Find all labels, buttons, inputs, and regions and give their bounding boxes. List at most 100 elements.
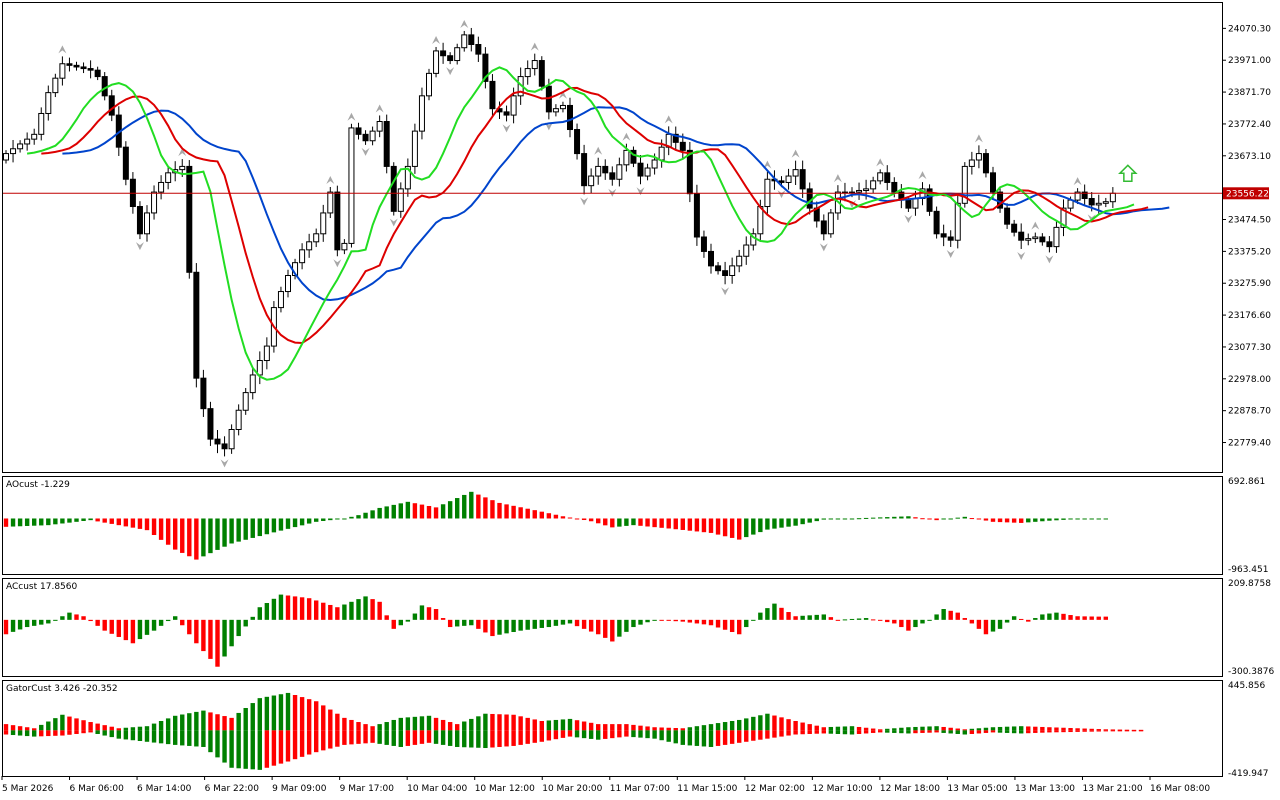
histogram-bar (137, 619, 143, 640)
candle (235, 404, 242, 436)
histogram-bar (892, 730, 897, 733)
histogram-bar (88, 722, 93, 731)
histogram-bar (856, 726, 862, 731)
candle (193, 263, 200, 388)
histogram-bar (786, 518, 791, 527)
histogram-bar (462, 619, 467, 626)
histogram-bar (553, 719, 559, 731)
gator-axis-max: 445.856 (1228, 681, 1265, 691)
histogram-bar (215, 730, 220, 758)
histogram-bar (123, 619, 129, 641)
histogram-bar (729, 518, 735, 538)
histogram-bar (398, 619, 403, 626)
candle (348, 123, 355, 248)
price-tick-label: 23971.00 (1228, 56, 1271, 66)
candle (503, 105, 510, 122)
histogram-bar (328, 604, 333, 620)
histogram-bar (906, 516, 911, 519)
histogram-bar (433, 730, 439, 744)
histogram-bar (497, 502, 502, 519)
time-tick-label: 10 Mar 20:00 (542, 784, 602, 794)
histogram-bar (729, 720, 735, 731)
ac-axis-max: 209.8758 (1228, 579, 1271, 589)
histogram-bar (610, 730, 615, 739)
histogram-bar (433, 609, 439, 620)
histogram-bar (229, 717, 234, 731)
histogram-bar (821, 518, 826, 520)
histogram-bar (694, 726, 700, 731)
candle (574, 123, 581, 160)
histogram-bar (1054, 730, 1059, 733)
histogram-bar (278, 518, 284, 531)
histogram-bar (483, 497, 488, 519)
histogram-bar (1124, 729, 1130, 731)
candle (320, 204, 327, 242)
histogram-bar (751, 518, 756, 535)
histogram-bar (483, 713, 488, 731)
histogram-bar (130, 518, 136, 528)
histogram-bar (469, 730, 474, 748)
histogram-bar (116, 728, 121, 731)
price-tick-label: 23772.40 (1228, 120, 1271, 130)
histogram-bar (455, 498, 460, 519)
candle (588, 168, 595, 194)
histogram-bar (194, 730, 199, 747)
histogram-bar (807, 730, 812, 734)
histogram-bar (631, 724, 636, 731)
histogram-bar (222, 518, 227, 547)
candle (285, 269, 291, 298)
histogram-bar (1026, 726, 1031, 731)
histogram-bar (278, 694, 284, 731)
histogram-bar (666, 730, 671, 742)
histogram-bar (892, 516, 897, 519)
histogram-bar (744, 518, 749, 538)
time-tick-label: 10 Mar 04:00 (407, 784, 467, 794)
histogram-bar (109, 619, 114, 634)
histogram-bar (885, 619, 890, 623)
histogram-bar (102, 518, 107, 523)
candle (249, 368, 256, 400)
histogram-bar (1138, 729, 1144, 731)
histogram-bar (243, 730, 248, 769)
histogram-bar (814, 725, 819, 731)
histogram-bar (624, 518, 629, 526)
histogram-bar (1047, 727, 1052, 731)
histogram-bar (849, 726, 855, 731)
histogram-bar (1068, 728, 1073, 731)
histogram-bar (53, 518, 58, 525)
histogram-bar (151, 518, 157, 536)
fractal-down-icon (608, 188, 617, 197)
histogram-bar (659, 619, 664, 621)
histogram-bar (990, 518, 996, 522)
candle (418, 87, 425, 140)
histogram-bar (997, 726, 1003, 731)
main-panel-frame (2, 2, 1223, 473)
histogram-bar (694, 730, 700, 746)
histogram-bar (511, 714, 516, 731)
histogram-bar (701, 619, 707, 625)
histogram-bar (997, 518, 1003, 523)
histogram-bar (455, 619, 460, 627)
histogram-bar (680, 730, 685, 745)
time-tick-label: 6 Mar 14:00 (137, 784, 192, 794)
histogram-bar (109, 518, 114, 524)
candle (1018, 223, 1025, 249)
candle (334, 185, 341, 257)
histogram-bar (673, 619, 678, 622)
histogram-bar (715, 518, 721, 535)
candle (158, 175, 165, 200)
histogram-bar (10, 619, 16, 632)
histogram-bar (793, 616, 798, 620)
histogram-bar (419, 504, 425, 519)
histogram-bar (342, 604, 347, 620)
histogram-bar (447, 619, 453, 628)
candle (898, 184, 905, 209)
histogram-bar (1019, 726, 1024, 731)
histogram-bar (1011, 518, 1017, 523)
histogram-bar (377, 730, 382, 744)
histogram-bar (3, 730, 9, 735)
histogram-bar (617, 518, 622, 527)
histogram-bar (927, 726, 932, 731)
histogram-bar (899, 619, 904, 628)
